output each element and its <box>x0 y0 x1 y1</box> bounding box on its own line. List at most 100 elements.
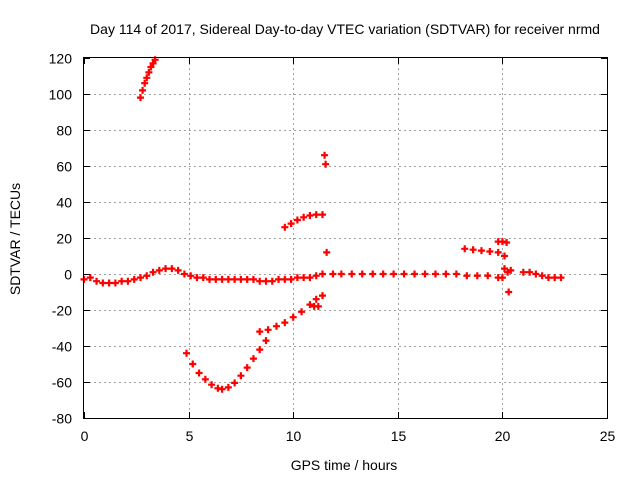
data-point <box>243 364 251 372</box>
data-point <box>111 279 119 287</box>
data-point <box>526 268 534 276</box>
series-baseline-segment-4 <box>519 268 565 282</box>
data-point <box>187 272 195 280</box>
data-point <box>206 275 214 283</box>
data-point <box>298 308 306 316</box>
data-point <box>431 270 439 278</box>
data-point <box>469 246 477 254</box>
y-tick-label: 0 <box>64 267 72 283</box>
data-point <box>237 372 245 380</box>
data-point <box>272 322 280 330</box>
data-point <box>318 211 326 219</box>
y-tick-label: 40 <box>56 195 72 211</box>
series-arc-positive <box>281 211 326 231</box>
y-tick-label: -20 <box>52 303 72 319</box>
x-tick-label: 20 <box>495 428 511 444</box>
grid <box>84 58 607 418</box>
data-point <box>224 383 232 391</box>
y-tick-label: -40 <box>52 339 72 355</box>
y-tick-label: 60 <box>56 159 72 175</box>
data-point <box>300 274 308 282</box>
data-point <box>477 247 485 255</box>
data-point <box>99 279 107 287</box>
data-point <box>287 275 295 283</box>
data-point <box>306 301 314 309</box>
chart-title: Day 114 of 2017, Sidereal Day-to-day VTE… <box>90 21 600 37</box>
data-point <box>231 379 239 387</box>
data-point <box>337 270 345 278</box>
series-arc-dip <box>183 337 270 393</box>
data-point <box>275 275 283 283</box>
data-point <box>312 295 320 303</box>
data-point <box>218 275 226 283</box>
data-point <box>369 270 377 278</box>
x-tick-label: 25 <box>600 428 616 444</box>
data-point <box>256 346 264 354</box>
data-point <box>390 270 398 278</box>
data-point <box>289 313 297 321</box>
y-tick-label: 80 <box>56 123 72 139</box>
data-point <box>314 302 322 310</box>
data-point <box>312 272 320 280</box>
data-point <box>500 252 508 260</box>
data-point <box>93 277 101 285</box>
y-tick-label: 120 <box>49 51 73 67</box>
data-point <box>281 223 289 231</box>
data-point <box>505 288 513 296</box>
data-point <box>155 266 163 274</box>
data-point <box>199 274 207 282</box>
data-point <box>141 79 149 87</box>
data-point <box>348 270 356 278</box>
plot-frame <box>83 57 608 419</box>
data-point <box>180 270 188 278</box>
data-point <box>124 277 132 285</box>
data-point <box>130 275 138 283</box>
data-point <box>544 274 552 282</box>
data-point <box>136 94 144 102</box>
series-arc-rising-negative <box>256 292 326 336</box>
series-arc-18-20h <box>461 245 508 260</box>
data-point <box>249 275 257 283</box>
series-isolated-points <box>310 151 513 310</box>
data-point <box>168 265 176 273</box>
series-arc-high <box>136 56 159 102</box>
data-point <box>212 275 220 283</box>
data-point <box>201 375 209 383</box>
data-point <box>149 268 157 276</box>
data-point <box>208 381 216 389</box>
data-point <box>498 274 506 282</box>
data-point <box>463 272 471 280</box>
data-point <box>195 369 203 377</box>
data-point <box>306 212 314 219</box>
data-point <box>484 272 492 280</box>
data-point <box>452 270 460 278</box>
data-point <box>147 63 155 71</box>
data-point <box>281 319 289 327</box>
data-point <box>224 275 232 283</box>
data-point <box>421 270 429 278</box>
data-point <box>473 272 481 280</box>
data-point <box>189 360 197 368</box>
y-tick-label: 20 <box>56 231 72 247</box>
data-points <box>80 56 565 393</box>
data-point <box>183 349 191 357</box>
series-baseline-segment-2 <box>329 270 506 282</box>
data-point <box>293 216 301 224</box>
data-point <box>293 274 301 282</box>
data-point <box>243 275 251 283</box>
data-point <box>411 270 419 278</box>
data-point <box>262 277 270 285</box>
data-point <box>329 270 337 278</box>
x-tick-label: 10 <box>286 428 302 444</box>
data-point <box>143 272 151 280</box>
data-point <box>237 275 245 283</box>
data-point <box>264 326 272 334</box>
data-point <box>503 239 511 246</box>
data-point <box>400 270 408 278</box>
data-point <box>507 266 515 274</box>
data-point <box>300 213 308 221</box>
data-point <box>268 277 276 285</box>
data-point <box>358 270 366 278</box>
data-point <box>287 220 295 228</box>
